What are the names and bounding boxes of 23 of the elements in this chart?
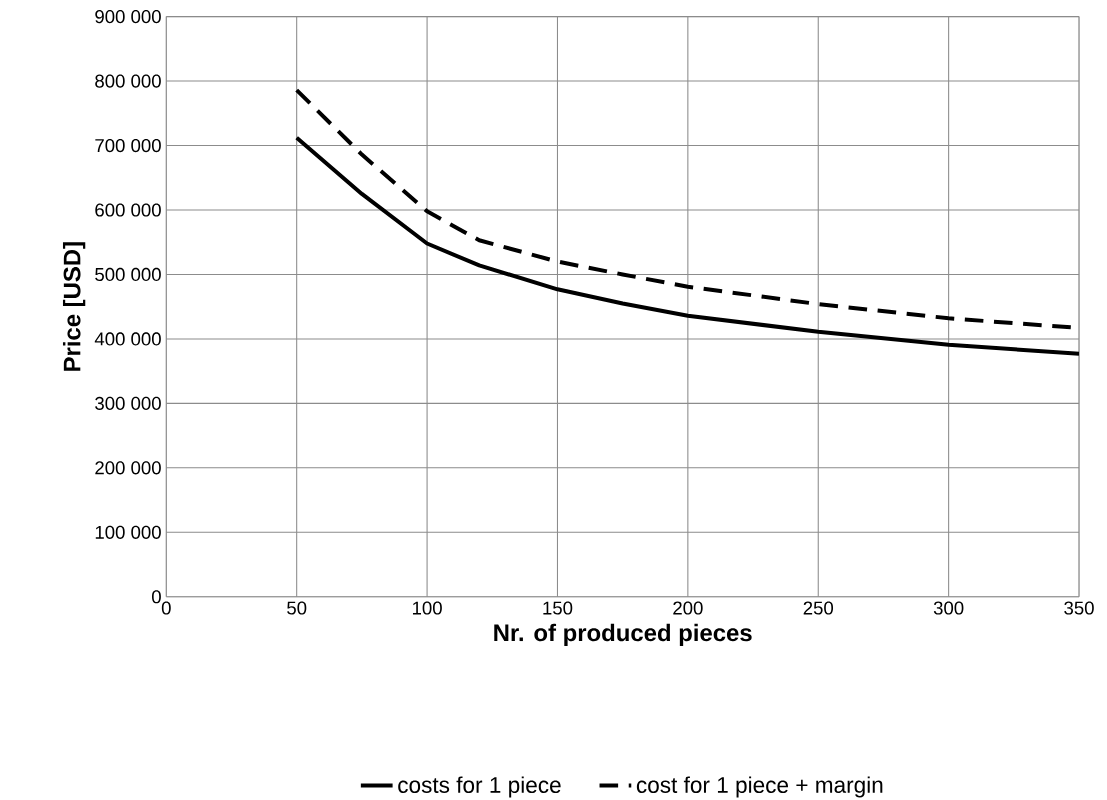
x-tick-label: 250	[803, 601, 834, 615]
line-series	[294, 135, 1080, 356]
y-tick-label: 300 000	[95, 396, 161, 410]
y-tick-label: 0	[152, 590, 161, 604]
y-tick-label: 400 000	[94, 332, 161, 346]
x-tick-label: 100	[412, 601, 442, 615]
y-tick-label: 500 000	[95, 267, 161, 282]
y-tick-label: 900 000	[95, 10, 161, 24]
x-tick-label: 200	[673, 601, 703, 615]
x-axis-title: Nr. of produced pieces	[494, 623, 752, 647]
x-tick-label: 0	[161, 601, 171, 615]
y-tick-label: 200 000	[95, 461, 161, 475]
legend-label: costs for 1 piece	[398, 776, 561, 798]
y-tick-label: 700 000	[95, 138, 161, 153]
x-tick-label: 50	[287, 601, 307, 615]
y-tick-label: 800 000	[95, 74, 161, 88]
y-tick-label: 100 000	[95, 525, 161, 539]
y-axis-title: Price [USD]	[62, 242, 86, 371]
legend-label: cost for 1 piece + margin	[636, 776, 883, 798]
x-tick-label: 300	[933, 601, 964, 615]
x-tick-label: 350	[1064, 601, 1094, 615]
y-tick-label: 600 000	[95, 203, 161, 217]
x-tick-label: 150	[543, 601, 573, 615]
